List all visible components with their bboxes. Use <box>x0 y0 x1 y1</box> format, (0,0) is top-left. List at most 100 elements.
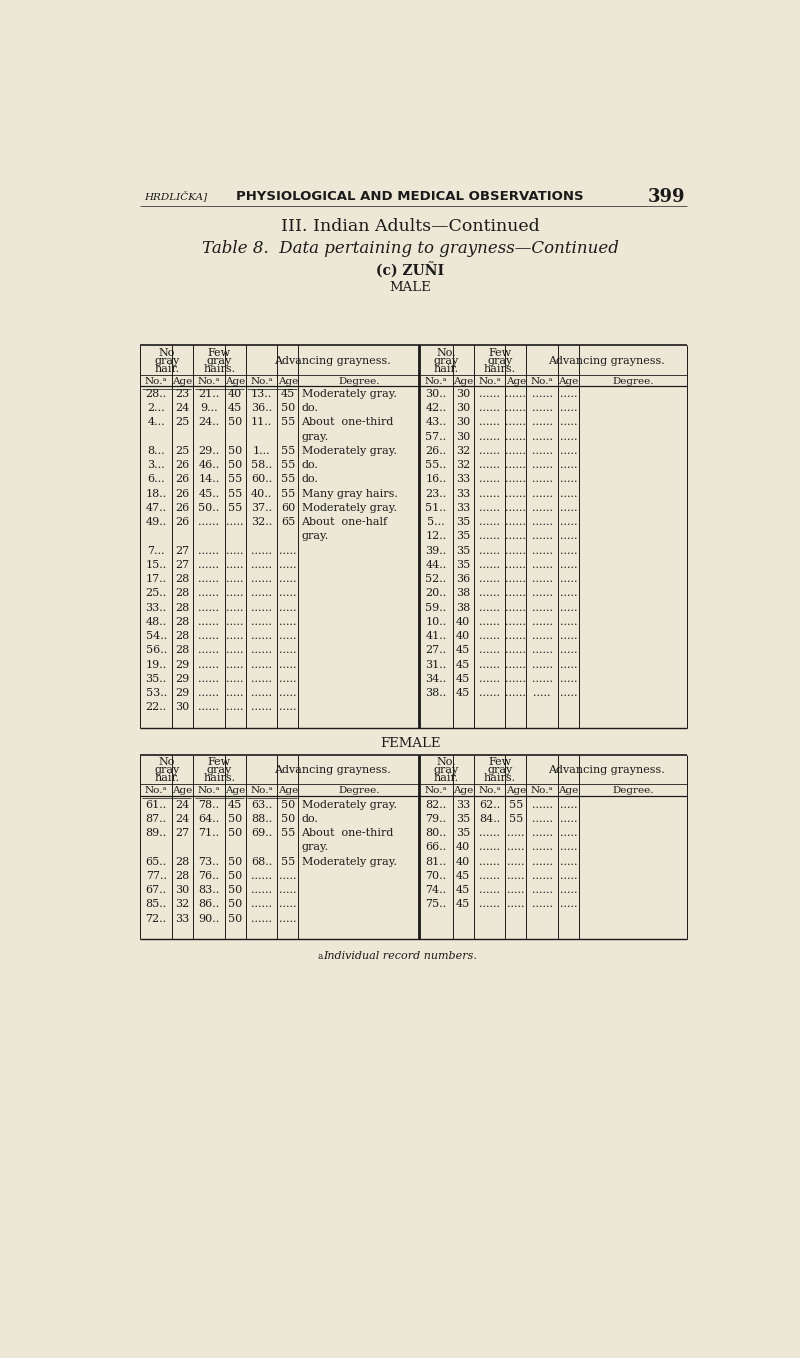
Text: 70..: 70.. <box>426 870 446 881</box>
Text: 31..: 31.. <box>426 660 446 669</box>
Text: 30: 30 <box>456 432 470 441</box>
Text: ......: ...... <box>479 489 500 498</box>
Text: .....: ..... <box>560 885 578 895</box>
Text: do.: do. <box>302 474 318 485</box>
Text: 55: 55 <box>281 445 295 456</box>
Text: 55: 55 <box>281 474 295 485</box>
Text: .....: ..... <box>226 546 244 555</box>
Text: 29..: 29.. <box>198 445 219 456</box>
Text: ......: ...... <box>479 432 500 441</box>
Text: Moderately gray.: Moderately gray. <box>302 445 397 456</box>
Text: 58..: 58.. <box>251 460 272 470</box>
Text: ......: ...... <box>532 828 553 838</box>
Text: .....: ..... <box>507 828 525 838</box>
Text: .....: ..... <box>279 660 297 669</box>
Text: ......: ...... <box>532 460 553 470</box>
Text: 38..: 38.. <box>426 689 446 698</box>
Text: 20..: 20.. <box>426 588 446 599</box>
Text: 76..: 76.. <box>198 870 219 881</box>
Text: ......: ...... <box>479 603 500 612</box>
Text: 80..: 80.. <box>426 828 446 838</box>
Text: Few: Few <box>488 348 511 359</box>
Text: .....: ..... <box>560 474 578 485</box>
Text: ......: ...... <box>506 445 526 456</box>
Text: .....: ..... <box>507 842 525 853</box>
Text: ......: ...... <box>251 702 272 713</box>
Text: ......: ...... <box>506 403 526 413</box>
Text: 15..: 15.. <box>146 559 167 570</box>
Text: ......: ...... <box>479 674 500 684</box>
Text: .....: ..... <box>560 842 578 853</box>
Text: 1...: 1... <box>253 445 270 456</box>
Text: ......: ...... <box>506 559 526 570</box>
Text: ......: ...... <box>479 388 500 399</box>
Text: 8...: 8... <box>147 445 165 456</box>
Text: 26: 26 <box>175 489 190 498</box>
Text: ......: ...... <box>198 689 219 698</box>
Text: ......: ...... <box>532 559 553 570</box>
Text: hair.: hair. <box>434 364 459 373</box>
Text: No.ᵃ: No.ᵃ <box>198 786 220 796</box>
Text: 23..: 23.. <box>426 489 446 498</box>
Text: 54..: 54.. <box>146 631 167 641</box>
Text: 30: 30 <box>175 702 190 713</box>
Text: ......: ...... <box>198 617 219 627</box>
Text: 69..: 69.. <box>251 828 272 838</box>
Text: 40: 40 <box>456 842 470 853</box>
Text: ......: ...... <box>532 417 553 428</box>
Text: 24..: 24.. <box>198 417 219 428</box>
Text: 50: 50 <box>281 813 295 824</box>
Text: 35: 35 <box>456 517 470 527</box>
Text: .....: ..... <box>226 689 244 698</box>
Text: ......: ...... <box>479 645 500 656</box>
Text: Moderately gray.: Moderately gray. <box>302 857 397 866</box>
Text: 45: 45 <box>456 899 470 910</box>
Text: ......: ...... <box>198 546 219 555</box>
Text: About  one-third: About one-third <box>302 828 394 838</box>
Text: 85..: 85.. <box>146 899 167 910</box>
Text: ......: ...... <box>479 857 500 866</box>
Text: 35: 35 <box>456 813 470 824</box>
Text: No.ᵃ: No.ᵃ <box>425 786 447 796</box>
Text: 4...: 4... <box>147 417 165 428</box>
Text: ......: ...... <box>532 645 553 656</box>
Text: 72..: 72.. <box>146 914 166 923</box>
Text: ......: ...... <box>506 417 526 428</box>
Text: Many gray hairs.: Many gray hairs. <box>302 489 398 498</box>
Text: 28: 28 <box>175 617 190 627</box>
Text: 43..: 43.. <box>426 417 446 428</box>
Text: ......: ...... <box>532 574 553 584</box>
Text: ......: ...... <box>532 617 553 627</box>
Text: 28: 28 <box>175 857 190 866</box>
Text: No.ᵃ: No.ᵃ <box>145 786 167 796</box>
Text: ......: ...... <box>506 517 526 527</box>
Text: .....: ..... <box>560 800 578 809</box>
Text: ......: ...... <box>198 645 219 656</box>
Text: 40..: 40.. <box>251 489 272 498</box>
Text: .....: ..... <box>560 403 578 413</box>
Text: 18..: 18.. <box>146 489 167 498</box>
Text: 55: 55 <box>281 828 295 838</box>
Text: 50: 50 <box>228 445 242 456</box>
Text: ......: ...... <box>198 603 219 612</box>
Text: hairs.: hairs. <box>484 364 516 373</box>
Text: ......: ...... <box>532 603 553 612</box>
Text: 45..: 45.. <box>198 489 219 498</box>
Text: 28: 28 <box>175 870 190 881</box>
Text: gray: gray <box>487 765 513 775</box>
Text: 29: 29 <box>175 660 190 669</box>
Text: No.ᵃ: No.ᵃ <box>531 786 554 796</box>
Text: Age: Age <box>278 786 298 796</box>
Text: Table 8.  Data pertaining to grayness—Continued: Table 8. Data pertaining to grayness—Con… <box>202 240 618 257</box>
Text: HRDLIČKA]: HRDLIČKA] <box>144 191 207 202</box>
Text: .....: ..... <box>560 588 578 599</box>
Text: ......: ...... <box>532 388 553 399</box>
Text: .....: ..... <box>226 603 244 612</box>
Text: ......: ...... <box>198 631 219 641</box>
Text: ......: ...... <box>198 574 219 584</box>
Text: ......: ...... <box>479 474 500 485</box>
Text: 55: 55 <box>509 813 523 824</box>
Text: 67..: 67.. <box>146 885 166 895</box>
Text: 87..: 87.. <box>146 813 166 824</box>
Text: 45: 45 <box>228 403 242 413</box>
